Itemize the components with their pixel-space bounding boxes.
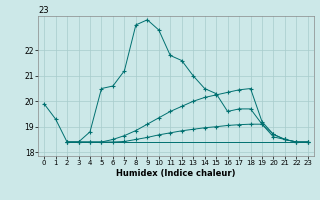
Text: 23: 23: [38, 6, 49, 15]
X-axis label: Humidex (Indice chaleur): Humidex (Indice chaleur): [116, 169, 236, 178]
